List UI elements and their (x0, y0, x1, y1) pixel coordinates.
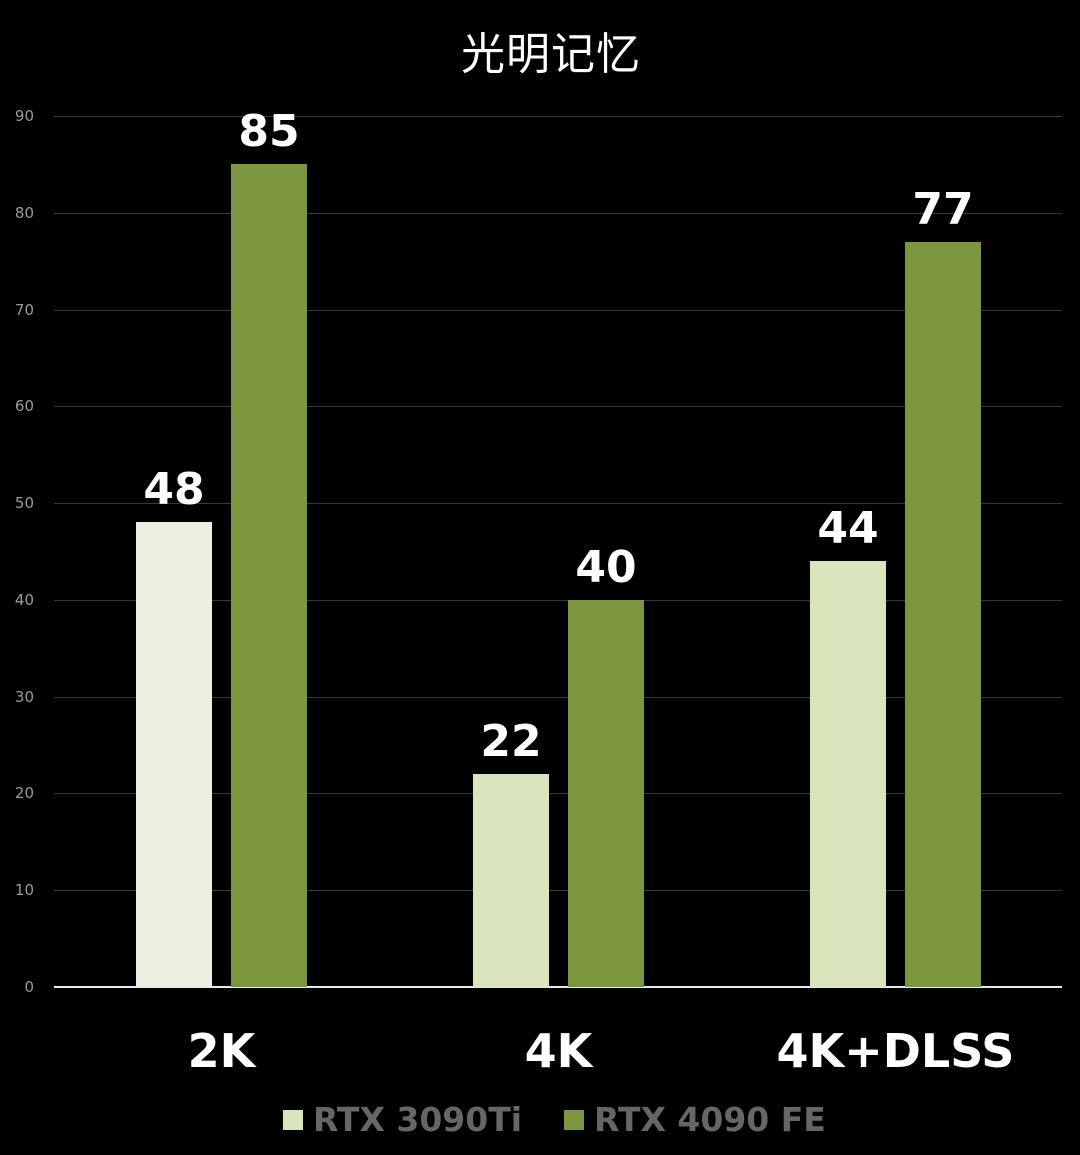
bar-value-label: 44 (817, 503, 879, 555)
legend-item-rtx-3090ti: RTX 3090Ti (283, 1100, 522, 1139)
bar-value-label: 40 (575, 541, 637, 593)
bar-2k-rtx-3090ti (136, 522, 212, 987)
gridline (54, 890, 1062, 892)
y-tick-label: 60 (14, 397, 34, 416)
bar-4k-dlss-rtx-4090-fe (905, 241, 981, 987)
bar-4k-dlss-rtx-3090ti (810, 561, 886, 987)
legend-swatch-rtx-4090fe (564, 1109, 585, 1130)
category-label: 4K (524, 1024, 593, 1078)
bar-value-label: 22 (480, 716, 542, 768)
legend-label: RTX 3090Ti (313, 1100, 523, 1139)
bar-value-label: 85 (238, 106, 300, 158)
category-label: 4K+DLSS (776, 1024, 1015, 1078)
gridline (54, 406, 1062, 408)
bar-4k-rtx-3090ti (473, 774, 549, 987)
legend-label: RTX 4090 FE (594, 1100, 826, 1139)
gridline (54, 212, 1062, 214)
y-tick-label: 80 (14, 203, 34, 222)
y-tick-label: 10 (14, 881, 34, 900)
bar-4k-rtx-4090-fe (568, 599, 644, 987)
y-tick-label: 20 (14, 784, 34, 803)
y-tick-label: 90 (14, 107, 34, 125)
x-axis-line (54, 986, 1062, 988)
y-tick-label: 0 (24, 978, 34, 996)
y-tick-label: 70 (14, 300, 34, 319)
bar-value-label: 77 (912, 183, 974, 235)
category-label: 2K (187, 1024, 256, 1078)
legend-swatch-rtx-3090ti (283, 1109, 303, 1130)
gridline (54, 599, 1062, 601)
gridline (54, 309, 1062, 311)
y-tick-label: 40 (14, 590, 34, 609)
y-tick-label: 30 (14, 687, 34, 706)
y-tick-label: 50 (14, 494, 34, 513)
legend: RTX 3090Ti RTX 4090 FE (283, 1100, 868, 1139)
gridline (54, 116, 1062, 117)
gridline (54, 793, 1062, 795)
bar-value-label: 48 (143, 464, 205, 516)
legend-item-rtx-4090fe: RTX 4090 FE (564, 1100, 826, 1139)
gridline (54, 503, 1062, 505)
gridline (54, 696, 1062, 698)
bar-2k-rtx-4090-fe (231, 164, 307, 987)
chart-title: 光明记忆 (461, 29, 641, 80)
